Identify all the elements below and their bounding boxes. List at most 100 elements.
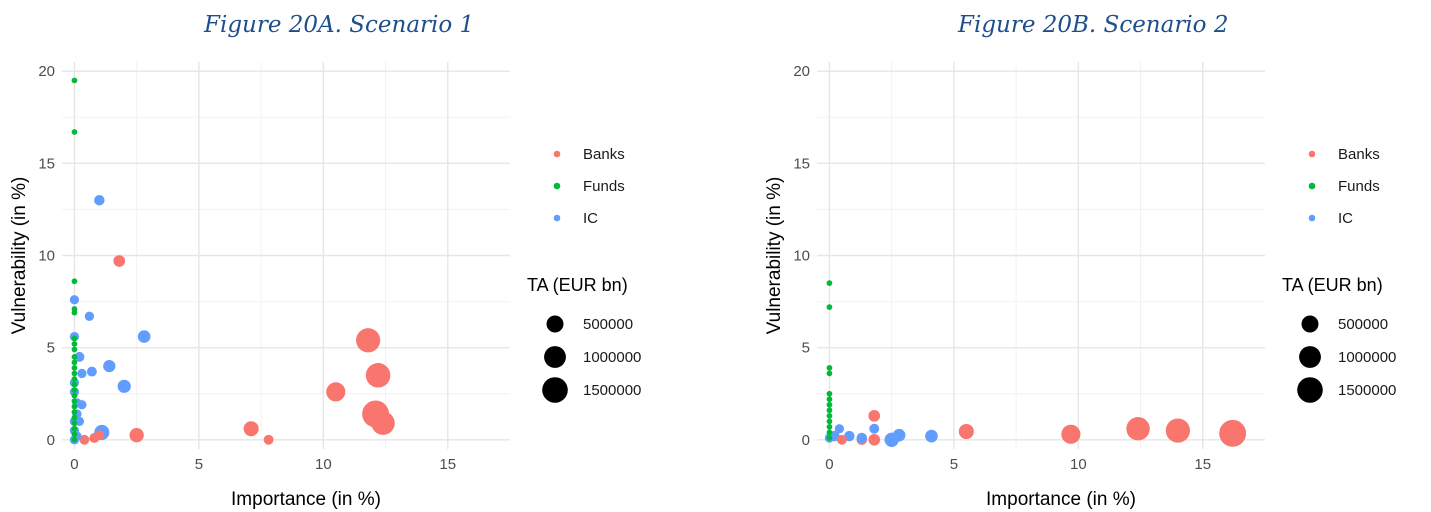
chart-b-point-banks [836, 434, 847, 445]
chart-a-point-funds [71, 353, 78, 360]
chart-a-point-banks [371, 411, 395, 435]
chart-a-size-legend-label: 1500000 [583, 382, 641, 399]
chart-b-y-tick-label: 0 [802, 432, 810, 449]
chart-a-legend-key-ic [553, 214, 561, 222]
chart-b-point-funds [826, 401, 833, 408]
chart-a-point-ic [86, 366, 97, 377]
chart-a-point-funds [71, 387, 78, 393]
chart-a-point-banks [79, 434, 90, 445]
chart-b-point-funds [826, 418, 833, 425]
chart-b-point-funds [826, 429, 833, 436]
chart-b-point-ic [834, 424, 845, 434]
chart-a-point-funds [71, 431, 78, 438]
chart-b-size-legend-label: 1000000 [1338, 349, 1396, 366]
chart-a-y-axis-label: Vulnerability (in %) [9, 177, 30, 335]
chart-b-point-banks [868, 410, 881, 422]
chart-a-point-funds [71, 278, 78, 285]
chart-b-point-banks [1165, 418, 1190, 443]
chart-b-legend-label-banks: Banks [1338, 146, 1380, 163]
chart-a-legend-key-banks [553, 150, 561, 158]
chart-b-point-banks [1219, 419, 1247, 447]
chart-a-point-funds [71, 335, 78, 342]
chart-b-x-tick-label: 15 [1194, 456, 1211, 473]
chart-a-point-banks [326, 382, 346, 402]
chart-b-x-tick-label: 5 [950, 456, 958, 473]
chart-b-size-legend-label: 500000 [1338, 316, 1388, 333]
chart-b-point-funds [826, 390, 833, 397]
chart-b-y-tick-label: 15 [793, 155, 810, 172]
chart-b-point-banks [868, 433, 881, 446]
chart-b-point-ic [892, 428, 906, 442]
chart-a-size-legend-key [542, 377, 568, 403]
chart-a-point-funds [71, 403, 78, 410]
chart-b-point-funds [826, 365, 833, 371]
chart-a-y-tick-label: 5 [47, 340, 55, 357]
chart-a-point-banks [113, 255, 126, 267]
chart-b-size-legend-label: 1500000 [1338, 382, 1396, 399]
chart-b-title: Figure 20B. Scenario 2 [958, 12, 1229, 38]
chart-b-point-ic [925, 429, 938, 443]
chart-a-title: Figure 20A. Scenario 1 [204, 12, 475, 38]
chart-a-size-legend-label: 500000 [583, 316, 633, 333]
chart-a-point-ic [77, 368, 87, 379]
chart-b-x-tick-label: 10 [1070, 456, 1087, 473]
chart-a-point-banks [263, 434, 274, 445]
chart-b-point-funds [826, 424, 833, 430]
chart-a-x-tick-label: 0 [70, 456, 78, 473]
chart-b-size-legend-key [1299, 346, 1321, 368]
chart-b-x-axis-label: Importance (in %) [986, 489, 1136, 510]
chart-a-point-ic [117, 379, 131, 393]
chart-b-y-tick-label: 10 [793, 248, 810, 265]
chart-a-point-funds [71, 77, 78, 84]
chart-b-point-funds [826, 396, 833, 403]
chart-a-point-banks [129, 428, 144, 443]
chart-b-size-legend-key [1297, 377, 1323, 403]
chart-b-point-funds [826, 370, 833, 377]
chart-b-y-tick-label: 20 [793, 63, 810, 80]
chart-a-y-tick-label: 0 [47, 432, 55, 449]
chart-b-legend-key-funds [1308, 182, 1316, 190]
chart-a-point-funds [71, 346, 78, 353]
chart-a-point-ic [94, 194, 105, 206]
chart-b-legend-key-ic [1308, 214, 1316, 222]
chart-a-point-funds [71, 381, 78, 388]
chart-a-point-funds [71, 398, 78, 404]
chart-a-point-ic [74, 351, 85, 362]
chart-b-point-banks [1061, 424, 1081, 444]
chart-a-point-funds [71, 365, 78, 371]
chart-a-point-funds [71, 436, 78, 443]
chart-a-size-legend-key [544, 346, 566, 368]
chart-a-point-banks [365, 363, 391, 388]
chart-a-point-funds [71, 376, 78, 382]
chart-a-size-legend-key [546, 315, 564, 333]
chart-b-point-ic [856, 432, 868, 444]
chart-a-size-legend-title: TA (EUR bn) [527, 275, 628, 295]
chart-a-x-axis-label: Importance (in %) [231, 489, 381, 510]
chart-b-point-funds [826, 412, 833, 419]
chart-a-point-funds [71, 370, 78, 377]
chart-b-legend-label-ic: IC [1338, 210, 1353, 227]
chart-a-point-ic [103, 359, 116, 373]
chart-a-point-funds [71, 309, 78, 316]
chart-b-legend-key-banks [1308, 150, 1316, 158]
chart-a-point-ic [84, 311, 95, 321]
chart-b-point-funds [826, 407, 833, 414]
chart-a-x-tick-label: 15 [439, 456, 456, 473]
chart-b-point-ic [869, 423, 880, 434]
chart-b-size-legend-title: TA (EUR bn) [1282, 275, 1383, 295]
chart-b-y-axis-label: Vulnerability (in %) [764, 177, 785, 335]
chart-b-point-funds [826, 304, 833, 310]
chart-a-point-funds [71, 409, 78, 416]
chart-a-point-funds [71, 420, 78, 427]
chart-a-point-funds [71, 129, 78, 135]
chart-a-point-funds [71, 341, 78, 347]
chart-a-point-funds [71, 414, 78, 421]
chart-b-point-banks [1126, 417, 1150, 441]
chart-a-point-funds [71, 392, 78, 399]
chart-b-point-banks [958, 423, 974, 440]
chart-a-y-tick-label: 10 [38, 248, 55, 265]
chart-a-point-banks [356, 328, 381, 353]
chart-b-point-funds [826, 280, 833, 287]
chart-a-point-ic [137, 330, 151, 343]
